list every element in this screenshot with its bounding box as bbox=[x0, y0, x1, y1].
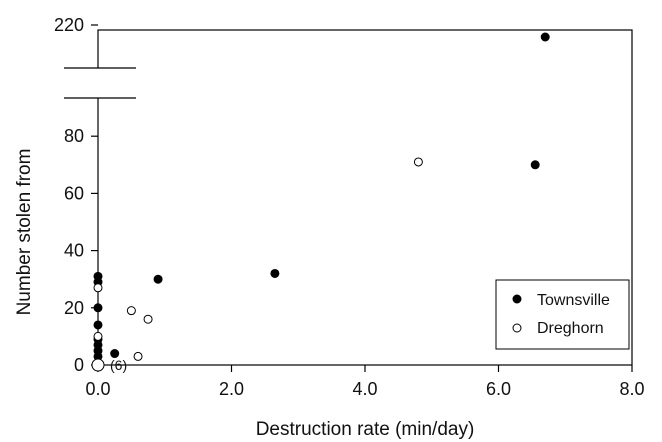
x-tick-label: 4.0 bbox=[352, 379, 377, 399]
point-dreghorn bbox=[126, 306, 136, 316]
legend-label-dreghorn: Dreghorn bbox=[537, 320, 604, 337]
y-tick-label: 40 bbox=[64, 241, 84, 261]
legend-label-townsville: Townsville bbox=[537, 292, 610, 309]
point-dreghorn bbox=[133, 351, 143, 361]
y-axis-title: Number stolen from bbox=[14, 149, 35, 316]
y-axis-ticks: 0 20 40 60 80 220 bbox=[54, 15, 98, 375]
y-tick-label: 220 bbox=[54, 15, 84, 35]
y-axis-break bbox=[64, 67, 136, 99]
y-tick-label: 60 bbox=[64, 183, 84, 203]
x-axis-ticks: 0.0 2.0 4.0 6.0 8.0 bbox=[85, 365, 645, 399]
point-count-annotation: (6) bbox=[110, 357, 127, 373]
x-tick-label: 2.0 bbox=[219, 379, 244, 399]
point-townsville bbox=[540, 32, 550, 42]
x-tick-label: 6.0 bbox=[486, 379, 511, 399]
x-tick-label: 8.0 bbox=[619, 379, 644, 399]
point-dreghorn bbox=[413, 157, 423, 167]
point-townsville bbox=[93, 271, 103, 281]
x-axis-title: Destruction rate (min/day) bbox=[256, 419, 475, 440]
point-townsville bbox=[93, 320, 103, 330]
legend-box bbox=[495, 279, 630, 350]
point-dreghorn bbox=[91, 358, 105, 372]
legend: Townsville Dreghorn bbox=[495, 279, 630, 350]
annotations: (6) bbox=[110, 357, 127, 373]
point-townsville bbox=[530, 160, 540, 170]
x-tick-label: 0.0 bbox=[85, 379, 110, 399]
point-dreghorn bbox=[143, 314, 153, 324]
y-tick-label: 80 bbox=[64, 126, 84, 146]
legend-marker-dreghorn bbox=[512, 323, 522, 333]
point-townsville bbox=[153, 274, 163, 284]
y-tick-label: 20 bbox=[64, 298, 84, 318]
point-dreghorn bbox=[93, 283, 103, 293]
point-dreghorn bbox=[93, 331, 103, 341]
point-townsville bbox=[110, 349, 120, 359]
legend-marker-townsville bbox=[512, 294, 522, 304]
point-townsville bbox=[270, 268, 280, 278]
point-townsville bbox=[93, 303, 103, 313]
axis-break-gap bbox=[92, 68, 104, 98]
data-points bbox=[91, 32, 550, 372]
y-tick-label: 0 bbox=[74, 355, 84, 375]
